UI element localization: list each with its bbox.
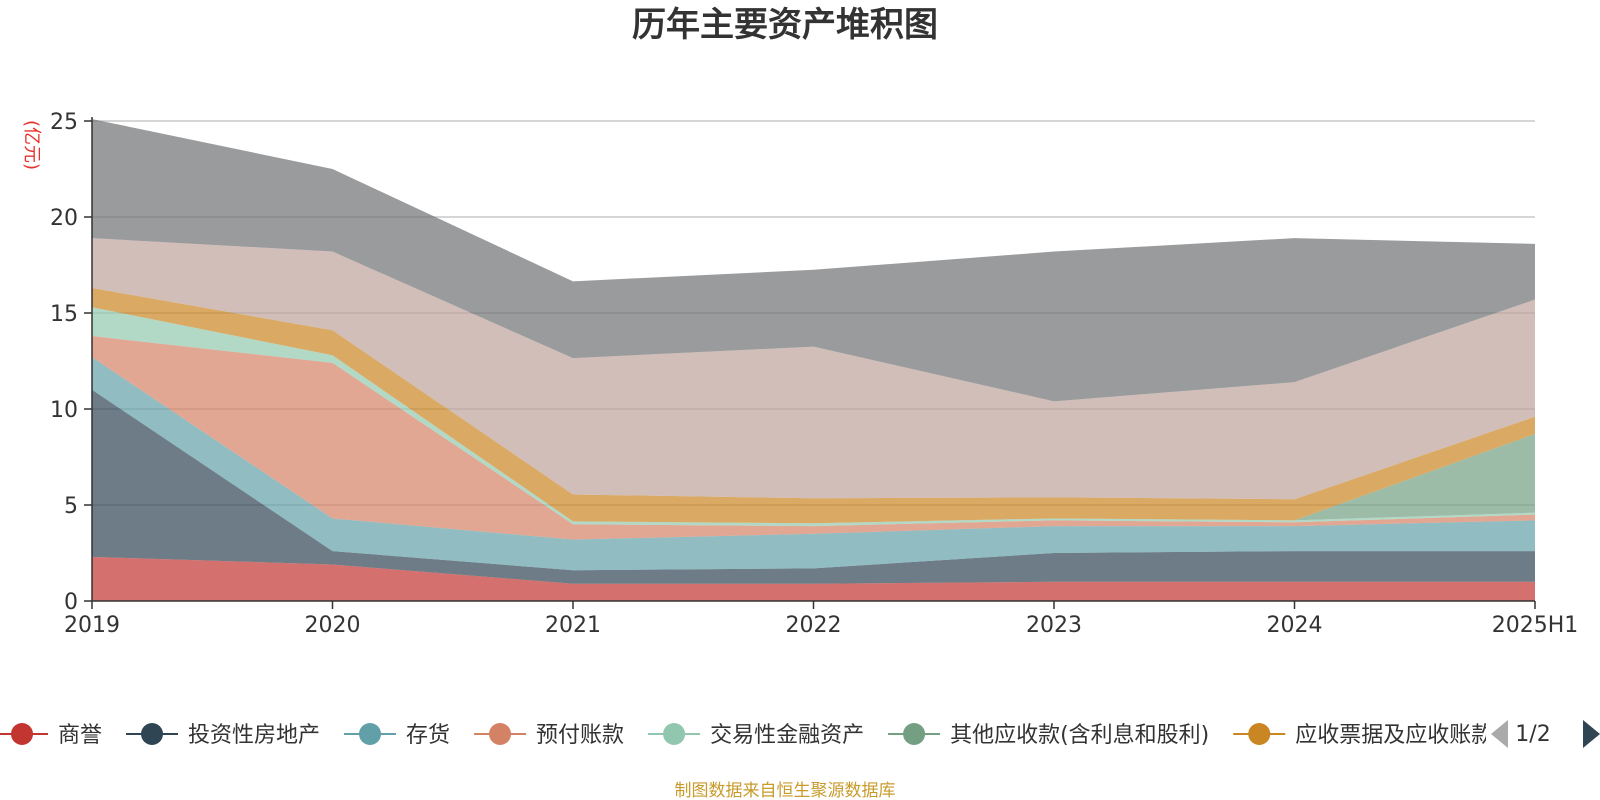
axes: 0 5 10 15 20 25 2019 2020 2021 2022 2023 2024 2025H1: [50, 110, 1578, 638]
source-note: 制图数据来自恒生聚源数据库: [675, 781, 896, 800]
legend-item[interactable]: 交易性金融资产: [648, 723, 864, 748]
legend-next-arrow-icon[interactable]: [1583, 720, 1600, 748]
legend-dot-marker: [11, 723, 33, 745]
legend-prev-arrow-icon[interactable]: [1491, 720, 1508, 748]
legend-dot-marker: [141, 723, 164, 745]
y-axis-unit-label: (亿元): [21, 120, 42, 170]
legend: 商誉 投资性房地产 存货 预付账款 交易性金融资产 其他应收款(含利息和股利) 应收票据及应…: [0, 723, 1493, 748]
area-series-8: [92, 238, 1535, 500]
legend-label: 预付账款: [536, 723, 624, 748]
legend-label: 其他应收款(含利息和股利): [950, 723, 1209, 748]
legend-dot-marker: [359, 723, 382, 745]
legend-dot-marker: [903, 723, 926, 745]
legend-label: 商誉: [58, 723, 102, 748]
legend-dot-marker: [663, 723, 686, 745]
legend-label: 交易性金融资产: [710, 723, 864, 748]
area-series-3: [92, 357, 1535, 571]
y-tick-label: 0: [64, 590, 78, 615]
area-series-6: [92, 307, 1535, 524]
legend-item[interactable]: 其他应收款(含利息和股利): [888, 723, 1209, 748]
y-tick-label: 5: [64, 494, 78, 519]
legend-label: 应收票据及应收账款: [1295, 723, 1493, 748]
legend-dot-marker: [1248, 723, 1271, 745]
y-tick-label: 20: [50, 206, 78, 231]
area-series-2: [92, 389, 1535, 584]
legend-pager: 1/2: [1491, 720, 1600, 748]
x-tick-label: 2025H1: [1492, 613, 1579, 638]
area-series-9: [92, 119, 1535, 402]
legend-label: 投资性房地产: [188, 723, 320, 748]
legend-item[interactable]: 应收票据及应收账款: [1233, 723, 1493, 748]
legend-item[interactable]: 存货: [344, 723, 450, 748]
legend-page-indicator: 1/2: [1515, 722, 1550, 747]
area-series-4: [92, 336, 1535, 540]
x-tick-label: 2020: [305, 613, 361, 638]
y-tick-label: 15: [50, 302, 78, 327]
x-tick-label: 2024: [1267, 613, 1323, 638]
x-tick-label: 2022: [786, 613, 842, 638]
area-series: [92, 119, 1535, 601]
x-tick-label: 2021: [545, 613, 601, 638]
legend-label: 存货: [406, 723, 450, 748]
y-tick-label: 10: [50, 398, 78, 423]
legend-dot-marker: [489, 723, 512, 745]
legend-item[interactable]: 投资性房地产: [126, 723, 320, 748]
x-tick-label: 2023: [1026, 613, 1082, 638]
x-tick-label: 2019: [64, 613, 120, 638]
area-series-1: [92, 556, 1535, 601]
legend-item[interactable]: 商誉: [0, 723, 102, 748]
legend-item[interactable]: 预付账款: [474, 723, 624, 748]
chart-title: 历年主要资产堆积图: [632, 5, 938, 45]
y-tick-label: 25: [50, 110, 78, 135]
